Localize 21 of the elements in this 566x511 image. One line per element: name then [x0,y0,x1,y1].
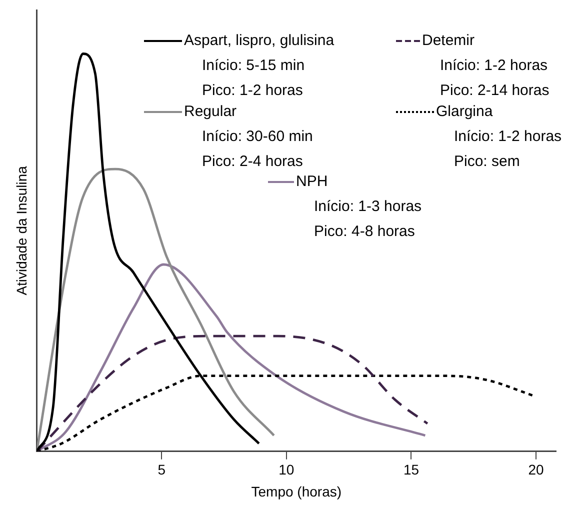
x-axis-title: Tempo (horas) [251,483,342,500]
legend-label: NPH [296,172,328,192]
legend-label: Glargina [436,102,493,122]
x-tick-label: 15 [403,462,420,478]
annotation: Início: 1-2 horas [439,56,549,76]
annotation: Pico: 2-4 horas [201,152,304,172]
legend-label: Detemir [422,31,475,51]
x-tick-label: 5 [158,462,166,478]
annotation: Pico: 4-8 horas [313,222,416,242]
annotation: Início: 30-60 min [201,127,313,147]
annotation: Início: 1-2 horas [453,127,562,147]
legend-label: Aspart, lispro, glulisina [184,31,334,51]
annotation: Pico: 1-2 horas [201,81,304,101]
x-tick-label: 20 [528,462,544,478]
annotation: Início: 1-3 horas [313,197,422,217]
legend-label: Regular [184,102,237,122]
annotation: Pico: 2-14 horas [439,81,550,101]
y-axis-title: Atividade da Insulina [13,166,30,296]
annotation: Início: 5-15 min [201,56,306,76]
x-tick-label: 10 [278,462,294,478]
annotation: Pico: sem [453,152,521,172]
